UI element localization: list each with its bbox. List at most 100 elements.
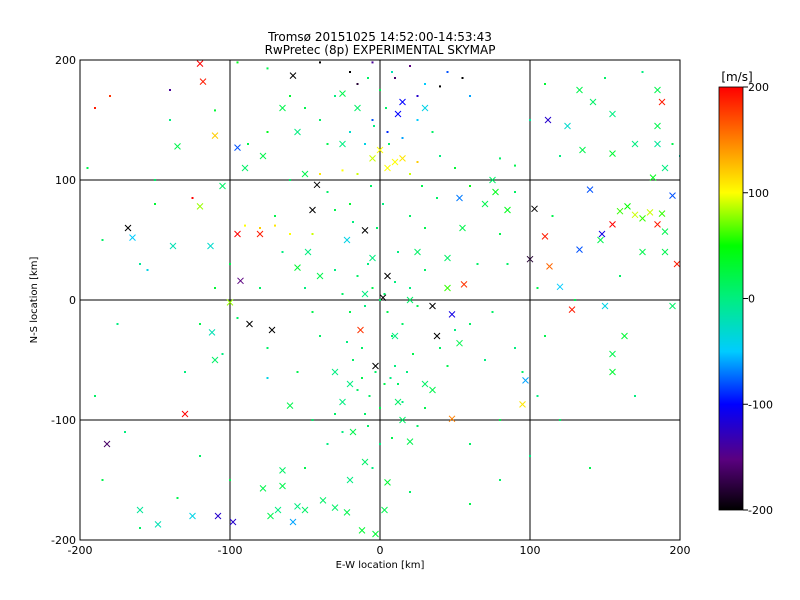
- data-point-dot: [319, 173, 321, 175]
- data-point-dot: [326, 191, 329, 193]
- data-point-cross: [546, 263, 553, 270]
- data-point-dot: [416, 119, 419, 121]
- data-point-dot: [86, 167, 89, 169]
- data-point-cross: [339, 90, 346, 97]
- data-point-cross: [421, 380, 429, 388]
- data-point-dot: [454, 329, 456, 331]
- data-point-dot: [367, 77, 369, 79]
- data-point-cross: [654, 86, 661, 94]
- data-point-cross: [609, 368, 616, 376]
- data-point-dot: [499, 479, 501, 481]
- data-point-cross: [556, 283, 564, 291]
- data-point-cross: [339, 398, 346, 406]
- data-point-cross: [673, 260, 680, 268]
- data-point-cross: [406, 296, 414, 304]
- data-point-dot: [379, 89, 381, 91]
- data-point-dot: [311, 419, 314, 421]
- data-point-cross: [394, 110, 402, 118]
- colorbar-tick-label: 200: [748, 81, 769, 94]
- data-point-dot: [266, 131, 269, 133]
- data-point-cross: [429, 386, 436, 394]
- x-tick-label: 0: [377, 544, 384, 557]
- data-point-cross: [576, 86, 583, 94]
- data-point-cross: [154, 521, 162, 528]
- data-point-dot: [604, 77, 606, 79]
- data-point-cross: [279, 482, 286, 490]
- data-point-dot: [304, 107, 306, 109]
- data-point-dot: [394, 365, 396, 367]
- data-point-cross: [279, 467, 286, 474]
- data-point-cross: [526, 255, 534, 263]
- data-point-dot: [409, 65, 411, 67]
- data-point-dot: [229, 263, 231, 265]
- data-point-dot: [266, 67, 269, 70]
- data-point-cross: [394, 398, 402, 406]
- data-point-dot: [311, 233, 314, 235]
- data-point-dot: [424, 83, 426, 85]
- data-point-cross: [639, 248, 646, 256]
- data-point-cross: [268, 326, 276, 334]
- data-point-dot: [289, 233, 291, 235]
- data-point-dot: [169, 119, 171, 121]
- data-point-dot: [101, 239, 104, 241]
- data-point-cross: [361, 227, 369, 234]
- data-point-cross: [459, 224, 466, 232]
- data-point-cross: [586, 186, 594, 193]
- data-point-dot: [289, 95, 291, 97]
- data-point-dot: [199, 323, 201, 325]
- colorbar-ticks: 200 100 0 -100 -200: [743, 81, 773, 517]
- data-point-cross: [576, 246, 583, 253]
- data-point-cross: [214, 512, 222, 520]
- data-point-dot: [352, 359, 354, 361]
- data-point-cross: [343, 509, 351, 516]
- data-point-dot: [379, 299, 381, 301]
- data-point-dot: [326, 443, 329, 445]
- data-point-dot: [370, 185, 372, 187]
- data-point-dot: [229, 479, 231, 481]
- data-point-cross: [531, 205, 538, 213]
- data-point-dot: [499, 157, 501, 160]
- data-point-cross: [313, 181, 321, 189]
- data-point-dot: [469, 323, 471, 325]
- data-point-dot: [274, 224, 276, 227]
- data-point-dot: [424, 269, 426, 271]
- colorbar-tick-label: 100: [748, 187, 769, 200]
- data-point-dot: [356, 83, 359, 85]
- data-point-dot: [356, 389, 359, 391]
- data-point-dot: [221, 353, 224, 355]
- data-point-cross: [229, 518, 237, 526]
- x-tick-label: -200: [68, 544, 93, 557]
- colorbar-tick-label: -100: [748, 398, 773, 411]
- data-point-dot: [304, 287, 306, 289]
- data-point-dot: [364, 413, 366, 415]
- data-point-cross: [492, 188, 499, 196]
- data-point-cross: [568, 306, 576, 313]
- data-point-dot: [109, 95, 111, 97]
- data-point-cross: [661, 164, 669, 172]
- data-point-dot: [499, 419, 501, 421]
- data-point-cross: [481, 200, 489, 208]
- data-point-cross: [301, 506, 309, 514]
- data-point-cross: [564, 122, 571, 130]
- data-point-dot: [412, 353, 414, 355]
- data-point-dot: [374, 371, 377, 373]
- data-point-cross: [234, 230, 241, 238]
- data-point-dot: [236, 61, 239, 64]
- data-point-cross: [616, 207, 624, 215]
- data-point-dot: [371, 467, 374, 469]
- data-point-dot: [368, 395, 371, 397]
- data-point-dot: [259, 287, 261, 289]
- data-point-dot: [529, 455, 531, 457]
- data-point-dot: [397, 383, 399, 385]
- data-point-dot: [341, 169, 344, 172]
- data-points: [86, 60, 680, 538]
- data-point-dot: [424, 227, 426, 229]
- data-point-dot: [169, 89, 171, 91]
- data-point-dot: [514, 347, 516, 349]
- data-point-dot: [319, 119, 321, 121]
- data-point-cross: [358, 527, 366, 534]
- data-point-cross: [399, 155, 406, 162]
- data-point-cross: [609, 150, 616, 157]
- data-point-cross: [669, 192, 676, 199]
